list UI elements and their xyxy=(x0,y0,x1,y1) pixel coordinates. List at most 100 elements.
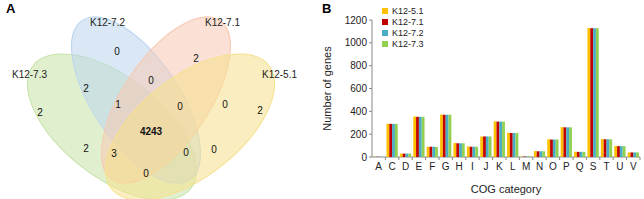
bar xyxy=(561,127,564,157)
y-tick xyxy=(369,134,372,135)
bar xyxy=(435,147,438,157)
x-tick xyxy=(506,157,507,160)
x-tick xyxy=(573,157,574,160)
x-tick-label: U xyxy=(616,161,623,172)
x-tick-label: D xyxy=(402,161,409,172)
bar xyxy=(449,115,452,157)
x-tick-label: L xyxy=(510,161,516,172)
x-tick xyxy=(613,157,614,160)
legend-label: K12-5.1 xyxy=(392,6,424,16)
x-tick xyxy=(492,157,493,160)
bar xyxy=(556,140,559,157)
legend-swatch xyxy=(382,30,388,36)
bar xyxy=(633,152,636,157)
bar xyxy=(419,117,422,157)
bar xyxy=(583,152,586,157)
bar xyxy=(453,143,456,157)
set-label: K12-5.1 xyxy=(262,69,297,80)
x-tick xyxy=(398,157,399,160)
set-label: K12-7.1 xyxy=(205,17,240,28)
bar xyxy=(406,154,409,157)
bar xyxy=(379,156,382,157)
bar xyxy=(392,124,395,157)
bar xyxy=(628,152,631,157)
x-tick xyxy=(532,157,533,160)
legend-label: K12-7.1 xyxy=(392,17,424,27)
bar xyxy=(475,147,478,157)
bar xyxy=(499,122,502,157)
set-label: K12-7.3 xyxy=(12,69,47,80)
region-count: 0 xyxy=(222,99,228,110)
x-tick-label: G xyxy=(442,161,450,172)
bar xyxy=(620,146,623,157)
x-tick-label: P xyxy=(563,161,570,172)
region-count: 2 xyxy=(193,53,199,64)
region-count: 0 xyxy=(114,46,120,57)
y-tick xyxy=(369,42,372,43)
x-tick xyxy=(626,157,627,160)
bar xyxy=(513,133,516,157)
x-tick-label: E xyxy=(416,161,423,172)
region-count: 2 xyxy=(83,143,89,154)
region-count: 1 xyxy=(115,99,121,110)
y-tick xyxy=(369,111,372,112)
set-label: K12-7.2 xyxy=(90,17,125,28)
bar xyxy=(473,147,476,157)
bar xyxy=(480,136,483,157)
bar xyxy=(580,152,583,157)
legend-swatch xyxy=(382,8,388,14)
x-tick-label: M xyxy=(522,161,530,172)
x-tick xyxy=(519,157,520,160)
panel-letter: B xyxy=(322,1,331,16)
y-axis-label: Number of genes xyxy=(321,46,333,131)
bar xyxy=(470,147,473,157)
y-tick xyxy=(369,157,372,158)
bar xyxy=(529,156,532,157)
bar xyxy=(432,147,435,157)
legend-swatch xyxy=(382,19,388,25)
bar xyxy=(413,116,416,157)
bar xyxy=(373,156,376,157)
region-count: 0 xyxy=(177,101,183,112)
bar xyxy=(395,124,398,157)
region-count: 2 xyxy=(37,107,43,118)
bar xyxy=(489,136,492,157)
x-axis-label: COG category xyxy=(471,183,542,195)
bar xyxy=(422,117,425,157)
y-tick xyxy=(369,88,372,89)
bar xyxy=(382,156,385,157)
bar xyxy=(403,154,406,157)
bar xyxy=(537,151,540,157)
bar xyxy=(416,117,419,157)
bar xyxy=(590,28,593,157)
bar xyxy=(376,156,379,157)
bar xyxy=(547,139,550,157)
legend: K12-5.1K12-7.1K12-7.2K12-7.3 xyxy=(382,6,424,49)
bar xyxy=(446,115,449,157)
x-tick-label: Q xyxy=(576,161,584,172)
bar xyxy=(408,154,411,157)
bar xyxy=(540,151,543,157)
region-count: 0 xyxy=(148,75,154,86)
x-tick xyxy=(599,157,600,160)
venn xyxy=(2,0,299,199)
x-tick xyxy=(425,157,426,160)
bar xyxy=(523,156,526,157)
x-tick-label: V xyxy=(630,161,637,172)
legend-label: K12-7.3 xyxy=(392,39,424,49)
bar xyxy=(550,140,553,157)
bar xyxy=(496,122,499,157)
bar xyxy=(494,121,497,157)
bar xyxy=(607,139,610,157)
bar xyxy=(534,151,537,157)
bar xyxy=(510,133,513,157)
bar xyxy=(456,143,459,157)
x-tick-label: H xyxy=(455,161,462,172)
bar xyxy=(623,146,626,157)
y-tick-label: 400 xyxy=(350,106,367,117)
region-count: 0 xyxy=(183,147,189,158)
bar xyxy=(486,136,489,157)
bar xyxy=(596,28,599,157)
legend-label: K12-7.2 xyxy=(392,28,424,38)
y-tick-label: 800 xyxy=(350,60,367,71)
